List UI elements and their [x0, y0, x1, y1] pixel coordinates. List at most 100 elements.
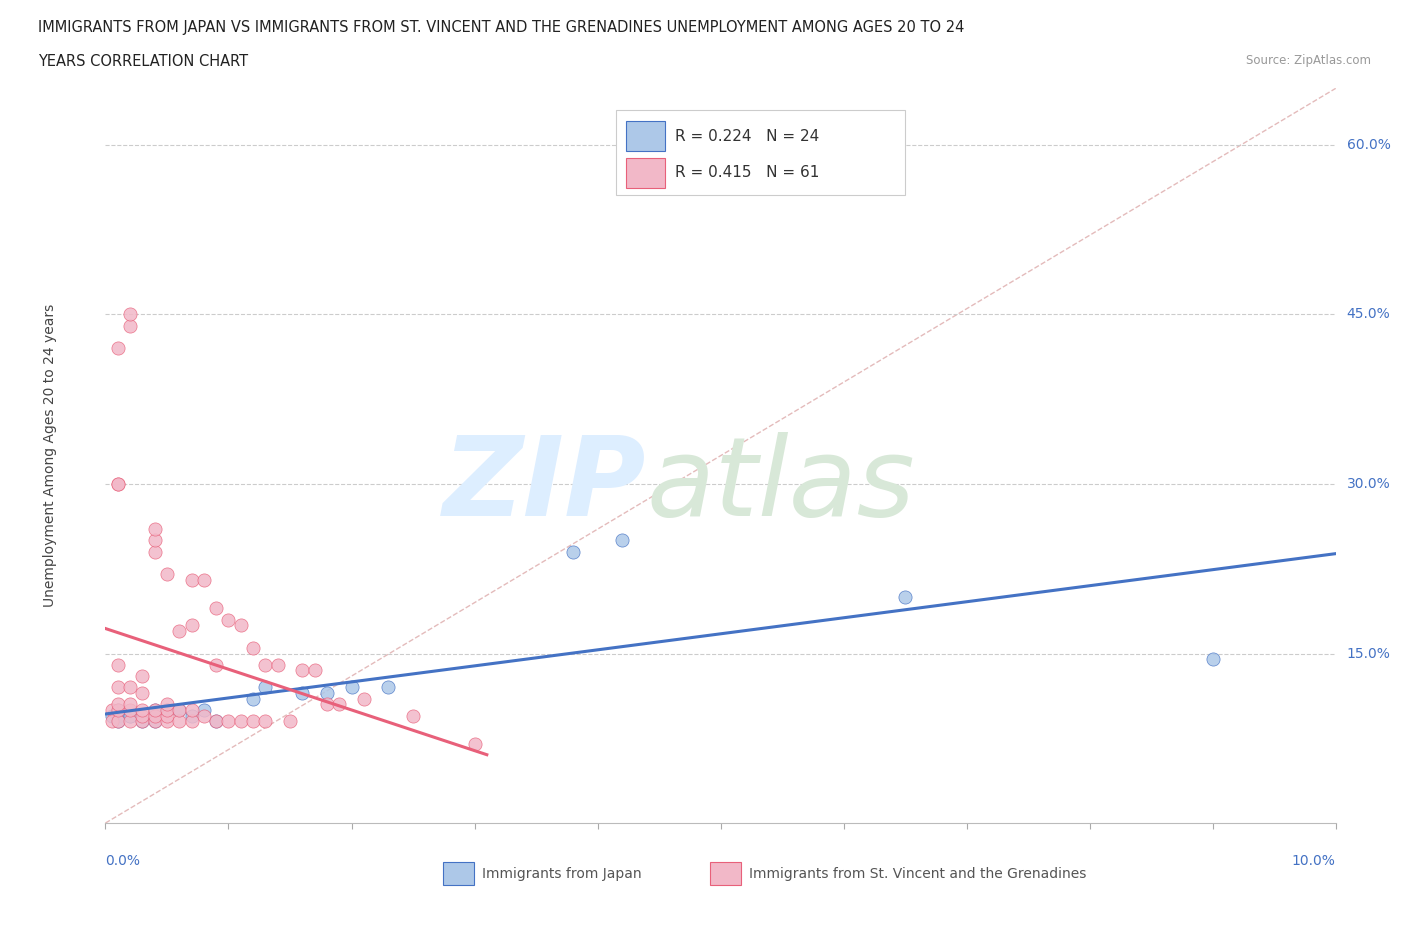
Point — [107, 658, 129, 672]
Point — [218, 714, 240, 729]
Point — [291, 685, 314, 700]
Text: ZIP: ZIP — [443, 432, 647, 538]
Point — [193, 573, 215, 588]
Text: 45.0%: 45.0% — [1347, 308, 1391, 322]
Point — [120, 697, 141, 711]
Point — [107, 476, 129, 491]
Point — [205, 714, 228, 729]
Point — [562, 544, 585, 559]
Point — [156, 714, 179, 729]
Point — [156, 697, 179, 711]
Point — [143, 702, 166, 717]
Point — [612, 533, 634, 548]
Point — [143, 714, 166, 729]
Point — [402, 709, 425, 724]
Point — [100, 702, 122, 717]
Point — [377, 680, 399, 695]
Text: 30.0%: 30.0% — [1347, 477, 1391, 491]
Point — [131, 702, 153, 717]
Point — [205, 601, 228, 616]
Point — [143, 714, 166, 729]
Point — [242, 641, 264, 656]
Point — [107, 680, 129, 695]
Point — [315, 697, 337, 711]
Point — [169, 702, 191, 717]
FancyBboxPatch shape — [616, 111, 905, 195]
Point — [254, 658, 277, 672]
Point — [180, 702, 202, 717]
Point — [291, 663, 314, 678]
Point — [107, 476, 129, 491]
Point — [353, 691, 375, 706]
Text: 0.0%: 0.0% — [105, 854, 141, 868]
Point — [180, 618, 202, 632]
Point — [193, 709, 215, 724]
Point — [894, 590, 917, 604]
Point — [107, 702, 129, 717]
Point — [120, 709, 141, 724]
Point — [340, 680, 363, 695]
Text: IMMIGRANTS FROM JAPAN VS IMMIGRANTS FROM ST. VINCENT AND THE GRENADINES UNEMPLOY: IMMIGRANTS FROM JAPAN VS IMMIGRANTS FROM… — [38, 20, 965, 35]
Point — [205, 658, 228, 672]
Point — [120, 680, 141, 695]
Point — [107, 709, 129, 724]
Text: Immigrants from Japan: Immigrants from Japan — [482, 867, 643, 882]
Point — [120, 702, 141, 717]
Point — [315, 685, 337, 700]
Point — [100, 714, 122, 729]
Text: Source: ZipAtlas.com: Source: ZipAtlas.com — [1246, 54, 1371, 67]
Point — [143, 702, 166, 717]
Point — [304, 663, 326, 678]
Point — [107, 341, 129, 356]
Text: Unemployment Among Ages 20 to 24 years: Unemployment Among Ages 20 to 24 years — [44, 304, 58, 607]
Text: R = 0.224   N = 24: R = 0.224 N = 24 — [675, 128, 820, 143]
Point — [131, 685, 153, 700]
Point — [156, 702, 179, 717]
Point — [156, 709, 179, 724]
Point — [328, 697, 350, 711]
Point — [242, 691, 264, 706]
Point — [229, 714, 252, 729]
Point — [131, 714, 153, 729]
Point — [120, 714, 141, 729]
Point — [107, 714, 129, 729]
Point — [218, 612, 240, 627]
Point — [120, 307, 141, 322]
Text: atlas: atlas — [647, 432, 915, 538]
Point — [107, 697, 129, 711]
Point — [131, 709, 153, 724]
Point — [1201, 652, 1223, 667]
Point — [131, 714, 153, 729]
Text: 15.0%: 15.0% — [1347, 646, 1391, 660]
Point — [156, 702, 179, 717]
Point — [254, 680, 277, 695]
Point — [267, 658, 290, 672]
Text: 60.0%: 60.0% — [1347, 138, 1391, 152]
Point — [143, 522, 166, 537]
Text: 10.0%: 10.0% — [1292, 854, 1336, 868]
Point — [205, 714, 228, 729]
Point — [464, 737, 486, 751]
Text: Immigrants from St. Vincent and the Grenadines: Immigrants from St. Vincent and the Gren… — [749, 867, 1087, 882]
Point — [180, 714, 202, 729]
Point — [107, 702, 129, 717]
Point — [278, 714, 301, 729]
Point — [180, 709, 202, 724]
Point — [131, 669, 153, 684]
Text: R = 0.415   N = 61: R = 0.415 N = 61 — [675, 166, 820, 180]
Point — [143, 709, 166, 724]
Point — [120, 318, 141, 333]
Point — [229, 618, 252, 632]
Point — [143, 533, 166, 548]
Point — [242, 714, 264, 729]
Point — [169, 702, 191, 717]
FancyBboxPatch shape — [626, 158, 665, 188]
FancyBboxPatch shape — [626, 122, 665, 151]
Point — [100, 709, 122, 724]
Point — [193, 702, 215, 717]
Point — [156, 567, 179, 582]
Text: YEARS CORRELATION CHART: YEARS CORRELATION CHART — [38, 54, 247, 69]
Point — [143, 544, 166, 559]
Point — [169, 714, 191, 729]
Point — [169, 623, 191, 638]
